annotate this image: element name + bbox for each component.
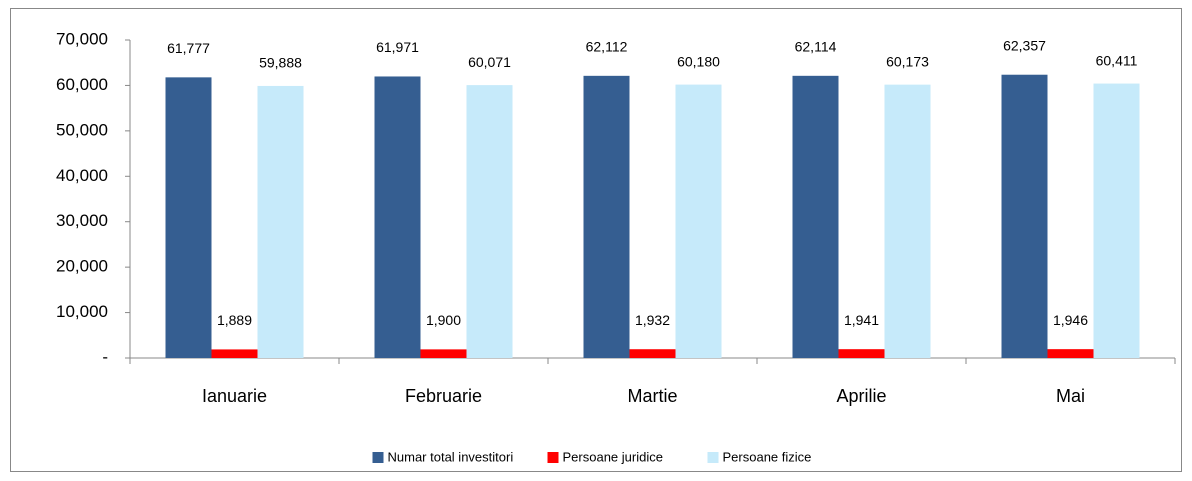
- y-tick-label: 50,000: [56, 120, 108, 139]
- bar: [374, 76, 421, 358]
- x-tick-label: Martie: [627, 386, 677, 406]
- y-tick-label: 10,000: [56, 302, 108, 321]
- bar: [792, 75, 839, 358]
- legend-swatch: [372, 452, 384, 463]
- legend-swatch: [707, 452, 719, 463]
- legend-label: Persoane juridice: [563, 449, 663, 464]
- data-label: 60,071: [468, 54, 511, 70]
- data-label: 62,112: [586, 39, 628, 55]
- x-tick-label: Ianuarie: [202, 386, 267, 406]
- data-label: 1,932: [635, 312, 670, 328]
- data-label: 62,357: [1003, 37, 1046, 53]
- y-tick-label: 40,000: [56, 166, 108, 185]
- data-label: 61,777: [167, 40, 210, 56]
- y-tick-label: 20,000: [56, 257, 108, 276]
- data-label: 62,114: [795, 39, 837, 55]
- bar: [165, 77, 212, 359]
- data-label: 1,889: [217, 312, 252, 328]
- bar: [211, 349, 258, 358]
- bar: [420, 349, 467, 358]
- bar: [1093, 83, 1140, 358]
- bar: [257, 85, 304, 358]
- data-label: 60,180: [677, 53, 720, 69]
- y-tick-label: 60,000: [56, 75, 108, 94]
- data-label: 59,888: [259, 55, 302, 71]
- x-tick-label: Februarie: [405, 386, 482, 406]
- bar: [884, 84, 931, 359]
- bar: [1001, 74, 1048, 358]
- y-tick-label: 70,000: [56, 29, 108, 48]
- data-label: 1,941: [844, 312, 879, 328]
- legend-swatch: [547, 452, 559, 463]
- bar: [583, 75, 630, 359]
- bar: [675, 84, 722, 359]
- bar: [466, 85, 513, 359]
- data-label: 60,411: [1096, 52, 1138, 68]
- data-label: 1,946: [1053, 312, 1088, 328]
- x-tick-label: Mai: [1056, 386, 1085, 406]
- legend-label: Numar total investitori: [388, 449, 514, 464]
- legend-label: Persoane fizice: [723, 449, 812, 464]
- x-tick-label: Aprilie: [836, 386, 886, 406]
- bar: [1047, 349, 1094, 358]
- y-tick-label: 30,000: [56, 211, 108, 230]
- data-label: 61,971: [376, 39, 419, 55]
- bar: [629, 349, 676, 358]
- y-tick-label: -: [102, 347, 108, 366]
- data-label: 1,900: [426, 312, 461, 328]
- data-label: 60,173: [886, 53, 929, 69]
- bar: [838, 349, 885, 358]
